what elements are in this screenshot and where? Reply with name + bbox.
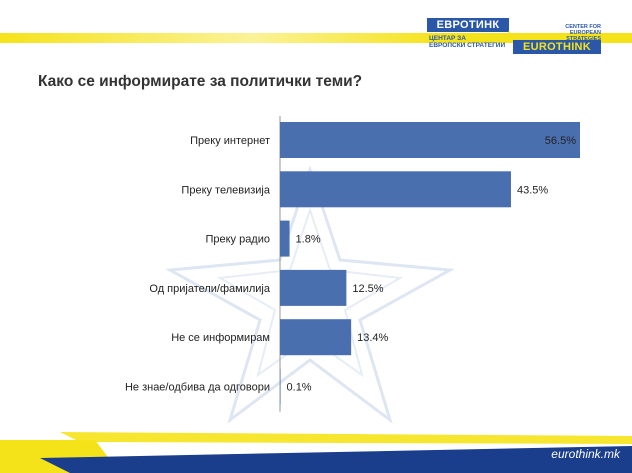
value-label-5: 0.1% xyxy=(287,382,312,394)
bar-5 xyxy=(280,368,281,405)
value-label-3: 12.5% xyxy=(352,283,383,295)
footer-url: eurothink.mk xyxy=(551,447,620,461)
logo-subtitle: ЦЕНТАР ЗА ЕВРОПСКИ СТРАТЕГИИ xyxy=(429,35,505,49)
top-accent-bar xyxy=(0,33,632,43)
category-label-0: Преку интернет xyxy=(190,135,270,147)
logo-bottom-text: EUROTHINK xyxy=(513,40,601,54)
logo-right-line-1: CENTER FOR xyxy=(565,24,601,30)
value-label-4: 13.4% xyxy=(357,332,388,344)
category-label-3: Од пријатели/фамилија xyxy=(149,283,270,295)
bar-1 xyxy=(280,171,511,208)
logo-sub-line-2: ЕВРОПСКИ СТРАТЕГИИ xyxy=(429,42,506,49)
eurothink-logo: ЕВРОТИНК ЦЕНТАР ЗА ЕВРОПСКИ СТРАТЕГИИ ★ … xyxy=(425,18,605,60)
value-label-1: 43.5% xyxy=(517,184,548,196)
category-label-5: Не знае/одбива да одговори xyxy=(125,382,270,394)
chart-title: Како се информирате за политички теми? xyxy=(38,73,363,90)
category-label-2: Преку радио xyxy=(205,234,270,246)
category-label-4: Не се информирам xyxy=(171,332,270,344)
bar-3 xyxy=(280,269,347,306)
logo-right-line-2: EUROPEAN STRATEGIES xyxy=(566,30,601,42)
bar-0 xyxy=(280,122,580,158)
bottom-accent-band xyxy=(0,432,632,473)
logo-sub-line-1: ЦЕНТАР ЗА xyxy=(429,35,466,42)
bar-2 xyxy=(280,220,290,257)
logo-right-text: CENTER FOR EUROPEAN STRATEGIES xyxy=(541,24,601,42)
value-label-2: 1.8% xyxy=(296,234,321,246)
bar-4 xyxy=(280,319,352,356)
logo-top-text: ЕВРОТИНК xyxy=(427,18,509,32)
category-label-1: Преку телевизија xyxy=(181,184,270,196)
value-label-0: 56.5% xyxy=(545,135,576,147)
